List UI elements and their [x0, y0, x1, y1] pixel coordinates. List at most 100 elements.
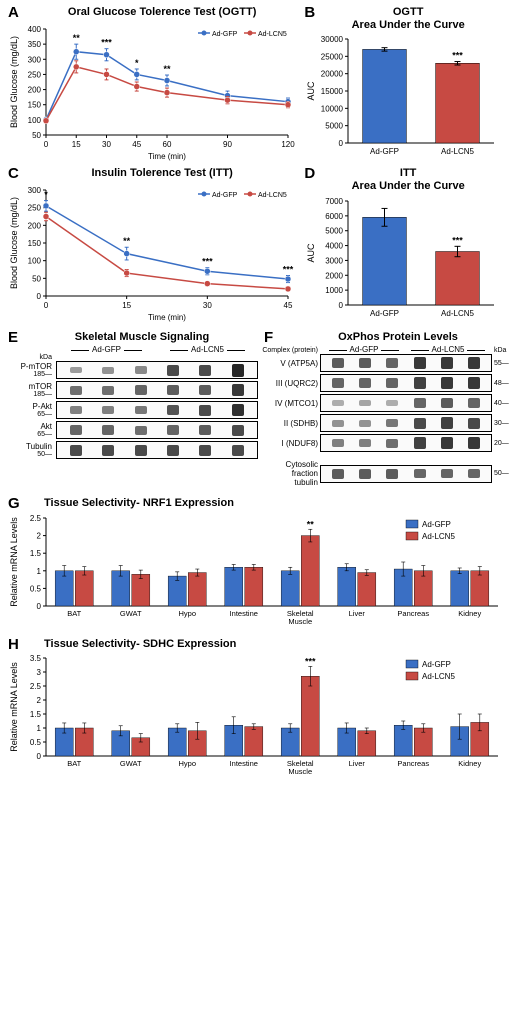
svg-text:**: **: [163, 64, 171, 74]
svg-text:Liver: Liver: [349, 609, 366, 618]
svg-text:Ad-GFP: Ad-GFP: [212, 192, 238, 199]
svg-text:1: 1: [37, 567, 42, 576]
svg-text:Ad-LCN5: Ad-LCN5: [422, 532, 455, 541]
svg-text:2.5: 2.5: [30, 514, 42, 523]
svg-text:200: 200: [28, 221, 42, 230]
svg-text:Ad-GFP: Ad-GFP: [422, 520, 451, 529]
panel-a: A Oral Glucose Tolerence Test (OGTT) 501…: [6, 6, 298, 161]
panel-f-title: OxPhos Protein Levels: [262, 331, 514, 344]
svg-text:0: 0: [44, 140, 49, 149]
svg-text:AUC: AUC: [306, 243, 316, 263]
svg-text:Ad-LCN5: Ad-LCN5: [441, 309, 474, 318]
svg-text:2: 2: [37, 696, 42, 705]
svg-text:Ad-LCN5: Ad-LCN5: [258, 31, 287, 38]
svg-text:GWAT: GWAT: [120, 759, 142, 768]
svg-text:Hypo: Hypo: [178, 609, 196, 618]
panel-label-b: B: [304, 4, 315, 21]
panel-b-title-l1: OGTT: [393, 6, 424, 18]
svg-text:100: 100: [28, 257, 42, 266]
panel-e: E Skeletal Muscle Signaling Ad-GFPAd-LCN…: [6, 331, 258, 490]
panel-h: H Tissue Selectivity- SDHC Expression 00…: [6, 638, 514, 783]
svg-text:150: 150: [28, 100, 42, 109]
svg-text:0: 0: [37, 292, 42, 301]
svg-text:Intestine: Intestine: [230, 759, 258, 768]
panel-label-c: C: [8, 165, 19, 182]
svg-text:Pancreas: Pancreas: [397, 609, 429, 618]
svg-text:200: 200: [28, 85, 42, 94]
svg-text:***: ***: [202, 257, 213, 267]
svg-text:45: 45: [132, 140, 141, 149]
svg-text:0: 0: [339, 301, 344, 310]
svg-text:300: 300: [28, 186, 42, 195]
svg-text:50: 50: [32, 274, 41, 283]
panel-g: G Tissue Selectivity- NRF1 Expression 00…: [6, 497, 514, 632]
svg-text:0: 0: [37, 752, 42, 761]
svg-text:0.5: 0.5: [30, 584, 42, 593]
svg-text:100: 100: [28, 115, 42, 124]
svg-text:GWAT: GWAT: [120, 609, 142, 618]
svg-text:45: 45: [284, 301, 293, 310]
svg-text:Ad-LCN5: Ad-LCN5: [258, 192, 287, 199]
itt-auc-bar-chart: 01000200030004000500060007000Ad-GFPAd-LC…: [302, 195, 514, 323]
panel-label-g: G: [8, 495, 20, 512]
svg-text:3000: 3000: [326, 256, 344, 265]
svg-text:4000: 4000: [326, 241, 344, 250]
svg-text:*: *: [44, 190, 48, 200]
svg-text:60: 60: [163, 140, 172, 149]
svg-text:Kidney: Kidney: [458, 759, 481, 768]
svg-text:0: 0: [44, 301, 49, 310]
svg-text:Ad-GFP: Ad-GFP: [422, 660, 451, 669]
svg-text:15: 15: [122, 301, 131, 310]
svg-text:Blood Glucose (mg/dL): Blood Glucose (mg/dL): [9, 36, 19, 128]
svg-text:Ad-GFP: Ad-GFP: [370, 309, 399, 318]
svg-text:Ad-GFP: Ad-GFP: [370, 147, 399, 156]
svg-text:Liver: Liver: [349, 759, 366, 768]
panel-label-h: H: [8, 636, 19, 653]
svg-text:15: 15: [72, 140, 81, 149]
svg-text:*: *: [135, 58, 139, 68]
panel-f: F OxPhos Protein Levels Complex (protein…: [262, 331, 514, 490]
svg-text:2: 2: [37, 531, 42, 540]
svg-text:Time (min): Time (min): [148, 152, 186, 161]
svg-text:0: 0: [37, 602, 42, 611]
svg-text:BAT: BAT: [67, 759, 81, 768]
panel-label-e: E: [8, 329, 18, 346]
svg-text:1.5: 1.5: [30, 549, 42, 558]
panel-label-a: A: [8, 4, 19, 21]
svg-text:Ad-LCN5: Ad-LCN5: [422, 672, 455, 681]
svg-text:350: 350: [28, 40, 42, 49]
svg-text:Time (min): Time (min): [148, 313, 186, 322]
svg-text:***: ***: [101, 37, 112, 47]
svg-text:150: 150: [28, 239, 42, 248]
svg-text:Ad-LCN5: Ad-LCN5: [441, 147, 474, 156]
svg-text:7000: 7000: [326, 197, 344, 206]
panel-d-title-l1: ITT: [400, 167, 417, 179]
svg-text:***: ***: [305, 657, 316, 667]
panel-e-title: Skeletal Muscle Signaling: [6, 331, 258, 344]
svg-text:Muscle: Muscle: [288, 767, 312, 776]
svg-text:3: 3: [37, 668, 42, 677]
sdhc-bar-chart: 00.511.522.533.5BATGWATHypoIntestine***S…: [6, 652, 514, 782]
panel-c-title: Insulin Tolerence Test (ITT): [6, 167, 298, 180]
ogtt-auc-bar-chart: 050001000015000200002500030000Ad-GFPAd-L…: [302, 33, 514, 161]
svg-text:Hypo: Hypo: [178, 759, 196, 768]
panel-label-f: F: [264, 329, 273, 346]
svg-text:Relative mRNA Levels: Relative mRNA Levels: [9, 517, 19, 607]
svg-text:***: ***: [453, 51, 464, 61]
svg-text:5000: 5000: [326, 122, 344, 131]
svg-text:30: 30: [203, 301, 212, 310]
svg-text:Pancreas: Pancreas: [397, 759, 429, 768]
panel-b: B OGTT Area Under the Curve 050001000015…: [302, 6, 514, 161]
svg-text:Ad-GFP: Ad-GFP: [212, 31, 238, 38]
svg-text:**: **: [307, 519, 315, 529]
panel-b-title: OGTT Area Under the Curve: [302, 6, 514, 31]
svg-text:50: 50: [32, 131, 41, 140]
svg-text:30000: 30000: [321, 35, 344, 44]
svg-text:BAT: BAT: [67, 609, 81, 618]
panel-h-title: Tissue Selectivity- SDHC Expression: [6, 638, 514, 651]
svg-text:6000: 6000: [326, 211, 344, 220]
svg-text:2.5: 2.5: [30, 682, 42, 691]
svg-text:Blood Glucose (mg/dL): Blood Glucose (mg/dL): [9, 197, 19, 289]
oxphos-blots: Complex (protein)Ad-GFPAd-LCN5kDaV (ATP5…: [262, 345, 514, 487]
svg-text:AUC: AUC: [306, 81, 316, 101]
